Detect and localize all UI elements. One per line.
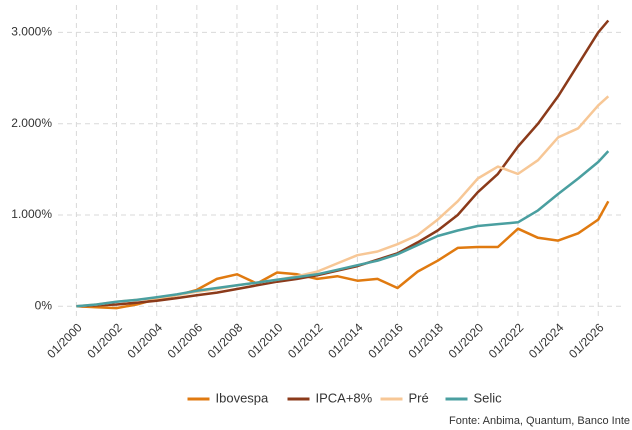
y-tick-label: 2.000% [11,116,52,130]
x-tick-label: 01/2008 [205,320,246,361]
source-note: Fonte: Anbima, Quantum, Banco Inte [449,415,630,427]
y-tick-label: 3.000% [11,25,52,39]
x-tick-label: 01/2018 [405,320,446,361]
legend-label: Selic [474,390,503,405]
x-tick-label: 01/2000 [44,320,85,361]
x-tick-label: 01/2002 [84,320,125,361]
x-tick-label: 01/2014 [325,320,366,361]
x-tick-label: 01/2026 [566,320,607,361]
series-line [76,95,610,308]
y-tick-label: 1.000% [11,207,52,221]
x-tick-label: 01/2012 [285,320,326,361]
y-tick-label: 0% [35,298,53,312]
x-tick-label: 01/2004 [124,320,165,361]
x-tick-label: 01/2022 [486,320,527,361]
x-tick-label: 01/2006 [165,320,206,361]
x-tick-label: 01/2024 [526,320,567,361]
x-tick-label: 01/2020 [446,320,487,361]
legend-label: IPCA+8% [316,390,373,405]
legend-label: Pré [409,390,429,405]
x-tick-label: 01/2010 [245,320,286,361]
series-line [76,150,610,308]
legend-label: Ibovespa [216,390,270,405]
x-tick-label: 01/2016 [365,320,406,361]
